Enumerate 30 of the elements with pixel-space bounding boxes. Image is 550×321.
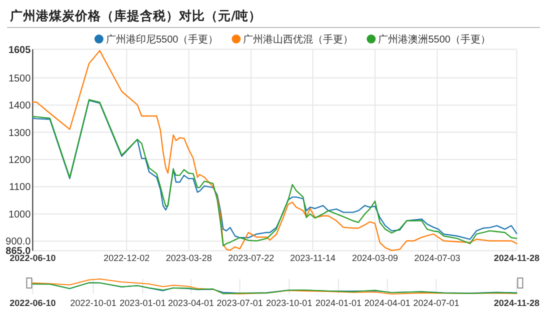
x-tick-label: 2023-03-28 [166,253,212,263]
x-tick-label: 2023-01-01 [120,298,166,308]
x-tick-label: 2024-11-28 [494,253,540,263]
legend-label: 广州港山西优混（手更） [243,34,354,46]
y-tick-label: 1400 [8,100,32,112]
x-tick-label: 2022-10-01 [70,298,116,308]
x-tick-label: 2024-04-01 [364,298,410,308]
x-tick-label: 2024-11-28 [494,298,540,308]
x-tick-label: 2023-04-01 [168,298,214,308]
x-tick-label: 2024-01-01 [316,298,362,308]
x-tick-label: 2023-07-22 [228,253,274,263]
legend-label: 广州港印尼5500（手更） [106,34,218,46]
legend-label: 广州港澳洲5500（手更） [378,34,490,46]
x-tick-label: 2023-11-14 [290,253,336,263]
x-tick-label: 2024-07-03 [414,253,460,263]
x-tick-label: 2023-10-01 [266,298,312,308]
y-tick-label: 1500 [8,73,32,84]
x-tick-label: 2024-03-09 [352,253,398,263]
y-tick-label: 1300 [8,128,32,139]
line-series [32,50,518,252]
x-tick-label: 2024-07-01 [413,298,460,308]
y-tick-label: 1605 [8,44,32,56]
y-tick-label: 1100 [9,182,32,194]
x-tick-label: 2022-12-02 [104,253,150,263]
x-tick-label: 2023-07-01 [216,298,263,308]
chart-title: 广州港煤炭价格（库提含税）对比（元/吨） [9,8,262,23]
x-tick-label: 2022-06-10 [10,298,56,308]
y-tick-label: 1000 [8,209,32,220]
y-tick-label: 900.0 [6,236,32,248]
y-tick-label: 1200 [8,155,32,166]
